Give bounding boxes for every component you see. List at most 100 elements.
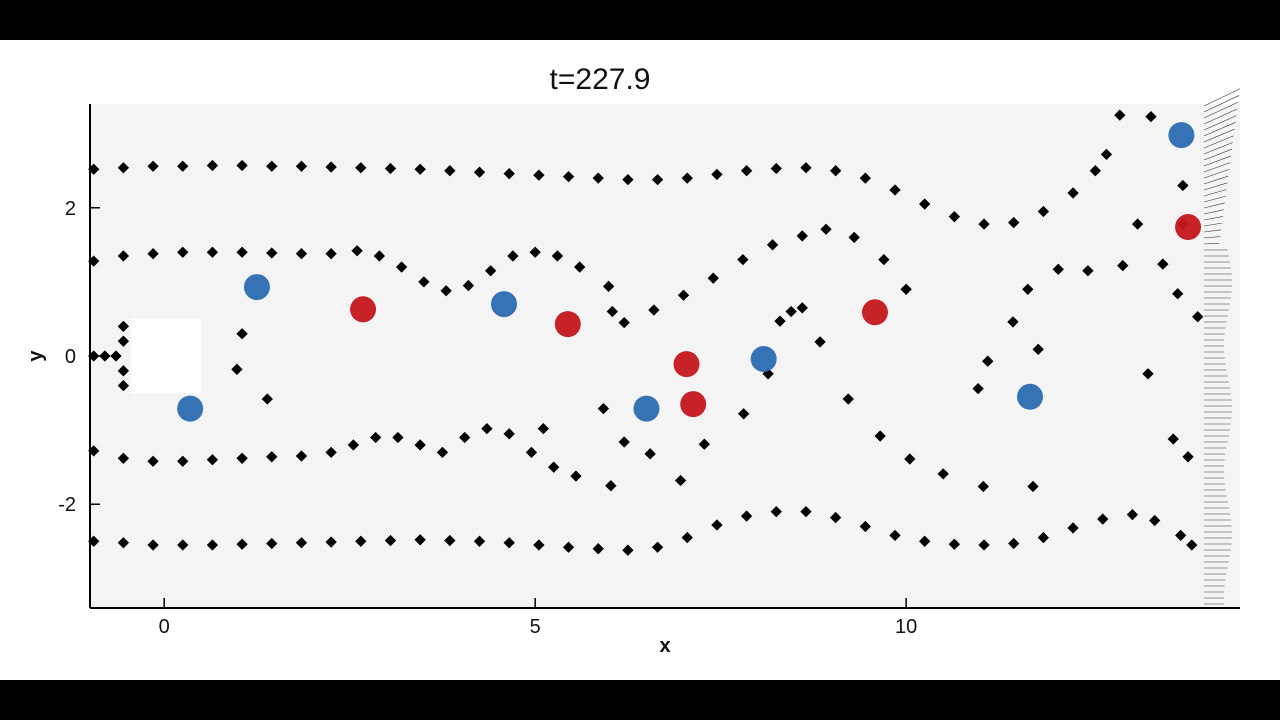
tracer-point xyxy=(373,250,386,262)
hatch-line xyxy=(1203,169,1230,179)
tracer-point xyxy=(261,393,273,405)
tracer-point xyxy=(904,453,916,465)
tracer-point xyxy=(800,505,812,518)
vortex xyxy=(554,311,581,338)
tracer-point xyxy=(440,285,452,297)
x-tick-label: 5 xyxy=(530,616,541,638)
y-tick-label: 2 xyxy=(65,198,76,220)
vortex xyxy=(491,291,517,318)
tracer-point xyxy=(919,535,931,547)
tracer-point xyxy=(681,172,693,184)
tracer-point xyxy=(562,170,575,183)
tracer-point xyxy=(972,382,984,395)
vortex xyxy=(350,296,377,323)
tracer-point xyxy=(1142,368,1154,380)
tracer-point xyxy=(570,470,582,482)
tracer-point xyxy=(236,538,248,550)
hatch-line xyxy=(1203,95,1240,113)
tracer-point xyxy=(737,408,750,420)
tracer-point xyxy=(177,246,189,258)
tracer-point xyxy=(414,534,426,546)
tracer-point xyxy=(740,510,753,522)
tracer-point xyxy=(820,223,832,235)
tracer-point xyxy=(651,541,664,553)
tracer-point xyxy=(418,276,430,288)
tracer-point xyxy=(325,446,337,459)
tracer-point xyxy=(147,539,159,551)
tracer-point xyxy=(236,159,248,172)
y-tick-label: -2 xyxy=(58,494,76,516)
tracer-point xyxy=(459,431,471,444)
tracer-point xyxy=(266,451,278,463)
tracer-point xyxy=(414,439,426,451)
tracer-point xyxy=(1126,508,1139,521)
tracer-point xyxy=(503,537,515,549)
tracer-point xyxy=(177,455,189,467)
tracer-point xyxy=(473,166,486,178)
hatch-line xyxy=(1203,182,1228,191)
tracer-point xyxy=(503,428,515,440)
x-axis-label: x xyxy=(659,635,670,657)
tracer-point xyxy=(384,534,397,547)
tracer-point xyxy=(785,305,797,318)
vortex xyxy=(1175,214,1202,241)
tracer-point xyxy=(1008,216,1020,229)
hatch-line xyxy=(1203,162,1231,173)
tracer-point xyxy=(889,184,901,196)
tracer-point xyxy=(1114,109,1126,121)
vortex xyxy=(243,274,270,301)
tracer-point xyxy=(814,336,826,348)
outflow-hatch xyxy=(1203,88,1241,605)
tracer-point xyxy=(436,446,449,459)
tracer-point xyxy=(529,246,541,258)
vortex xyxy=(750,345,777,372)
hatch-line xyxy=(1203,142,1233,155)
tracer-point xyxy=(677,289,690,301)
tracer-point xyxy=(325,248,337,260)
hatch-line xyxy=(1203,175,1229,185)
tracer-point xyxy=(796,230,808,242)
tracer-point xyxy=(622,173,634,186)
tracer-point xyxy=(236,328,248,340)
tracer-point xyxy=(770,505,782,518)
tracer-point xyxy=(978,218,990,230)
vortex xyxy=(861,299,888,326)
tracer-point xyxy=(948,211,961,223)
tracer-point xyxy=(537,422,549,435)
tracer-point xyxy=(1032,343,1044,355)
tracer-point xyxy=(236,452,248,464)
tracer-point xyxy=(711,168,723,181)
hatch-line xyxy=(1203,155,1232,167)
tracer-point xyxy=(1172,288,1184,300)
tracer-point xyxy=(842,393,854,405)
tracer-point xyxy=(147,455,159,467)
vortex xyxy=(177,395,204,422)
plot-area xyxy=(90,104,1240,608)
cylinder xyxy=(131,319,201,393)
tracer-point xyxy=(369,431,382,444)
tracer-point xyxy=(770,162,782,175)
tracer-point xyxy=(1145,110,1157,123)
tracer-point xyxy=(602,280,615,292)
tracer-point xyxy=(681,531,693,544)
tracer-point xyxy=(392,431,404,444)
hatch-line xyxy=(1203,222,1223,227)
tracer-point xyxy=(533,169,545,181)
tracer-point xyxy=(774,315,786,327)
tracer-point xyxy=(889,529,901,542)
tracer-point xyxy=(674,474,687,487)
tracer-point xyxy=(147,160,159,172)
tracer-point xyxy=(384,162,397,175)
tracer-point xyxy=(766,239,779,251)
tracer-point xyxy=(177,160,189,172)
tracer-point xyxy=(325,536,337,548)
tracer-point xyxy=(325,161,337,173)
tracer-point xyxy=(1037,531,1050,544)
tracer-point xyxy=(829,165,842,177)
tracer-point xyxy=(978,539,990,551)
tracer-point xyxy=(948,538,961,550)
tracer-point xyxy=(481,422,493,435)
hatch-line xyxy=(1203,242,1220,245)
hatch-line xyxy=(1203,189,1227,197)
